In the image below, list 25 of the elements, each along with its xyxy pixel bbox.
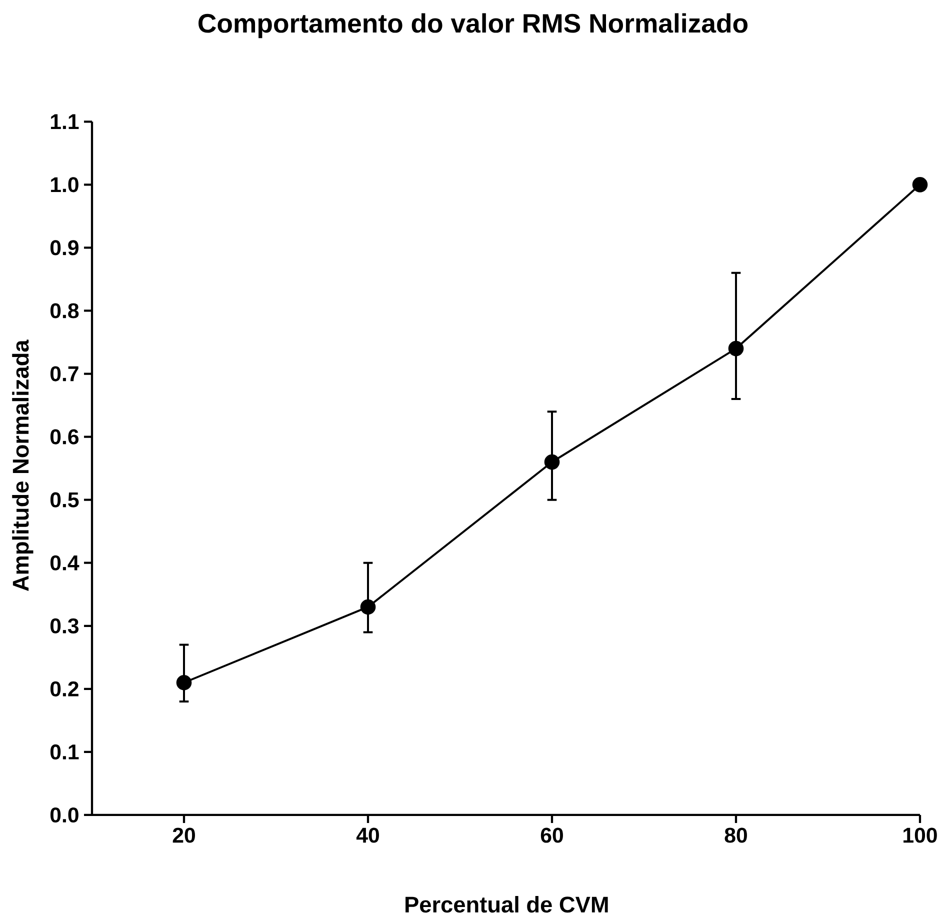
y-tick-label: 0.0 [50, 807, 78, 823]
y-tick-label: 0.5 [50, 492, 79, 508]
x-tick-label: 100 [904, 828, 937, 843]
chart-title: Comportamento do valor RMS Normalizado [198, 13, 748, 38]
x-tick-label: 60 [540, 828, 563, 843]
y-tick-label: 0.9 [50, 240, 78, 256]
point [728, 340, 744, 356]
y-tick-label: 0.3 [50, 618, 79, 634]
y-tick-label: 1.0 [50, 177, 78, 192]
y-axis-title: Amplitude Normalizada [12, 340, 34, 592]
point [544, 454, 560, 470]
point [912, 177, 928, 192]
y-tick-label: 0.2 [50, 681, 78, 696]
x-tick-label: 20 [172, 828, 195, 843]
point [176, 674, 192, 690]
x-tick-label: 40 [356, 828, 379, 843]
y-tick-label: 0.4 [50, 555, 80, 570]
x-tick-label: 80 [724, 828, 747, 843]
y-tick-label: 0.7 [50, 366, 78, 382]
y-tick-label: 0.6 [50, 429, 79, 444]
y-tick-label: 0.1 [50, 744, 79, 760]
point [360, 599, 376, 615]
y-tick-label: 0.8 [50, 303, 79, 318]
x-axis-title: Percentual de CVM [406, 896, 608, 913]
y-tick-label: 1.1 [50, 114, 79, 129]
